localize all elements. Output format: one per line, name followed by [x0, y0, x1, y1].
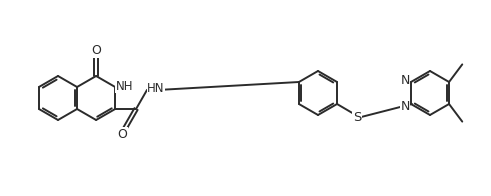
- Text: O: O: [117, 128, 127, 141]
- Text: NH: NH: [115, 80, 133, 93]
- Text: N: N: [400, 74, 409, 86]
- Text: N: N: [400, 100, 409, 113]
- Text: HN: HN: [147, 82, 165, 95]
- Text: S: S: [353, 111, 361, 123]
- Text: O: O: [91, 44, 101, 57]
